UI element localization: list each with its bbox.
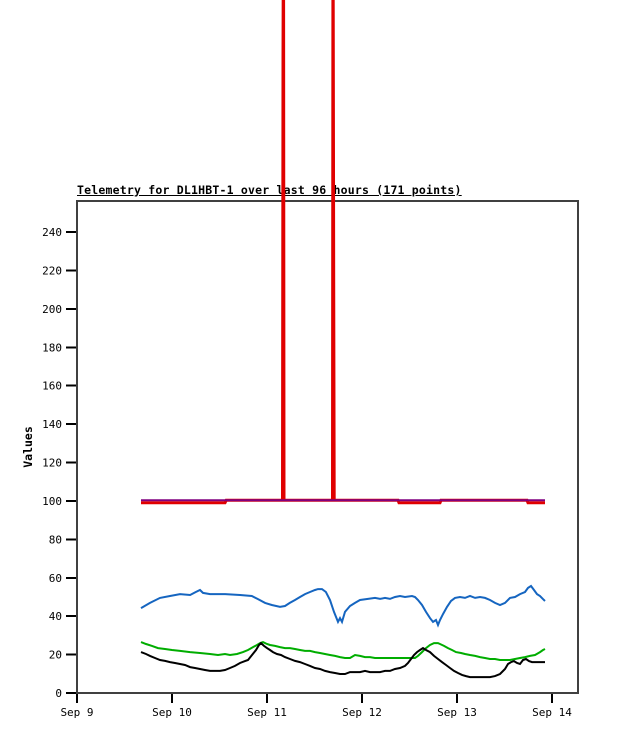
series-black-line — [140, 641, 545, 679]
y-tick-label: 240 — [42, 226, 62, 239]
y-tick-label: 0 — [55, 687, 62, 700]
x-tick-label: Sep 11 — [247, 706, 287, 719]
y-tick-label: 180 — [42, 341, 62, 354]
y-tick-label: 20 — [49, 649, 62, 662]
x-tick-label: Sep 9 — [60, 706, 93, 719]
x-tick-label: Sep 10 — [152, 706, 192, 719]
y-tick-label: 60 — [49, 572, 62, 585]
chart-title: Telemetry for DL1HBT-1 over last 96 hour… — [77, 183, 462, 197]
x-tick-label: Sep 13 — [437, 706, 477, 719]
plot-border — [76, 200, 579, 694]
series-blue-line — [140, 584, 546, 628]
x-tick-label: Sep 12 — [342, 706, 382, 719]
y-tick-label: 220 — [42, 264, 62, 277]
series-red-line — [141, 0, 545, 505]
series-green-line — [140, 641, 546, 661]
y-tick-label: 120 — [42, 457, 62, 470]
x-tick-label: Sep 14 — [532, 706, 572, 719]
y-tick-label: 40 — [49, 610, 62, 623]
y-tick-label: 160 — [42, 380, 62, 393]
y-tick-label: 140 — [42, 418, 62, 431]
y-tick-label: 80 — [49, 533, 62, 546]
y-tick-label: 100 — [42, 495, 62, 508]
y-tick-label: 200 — [42, 303, 62, 316]
